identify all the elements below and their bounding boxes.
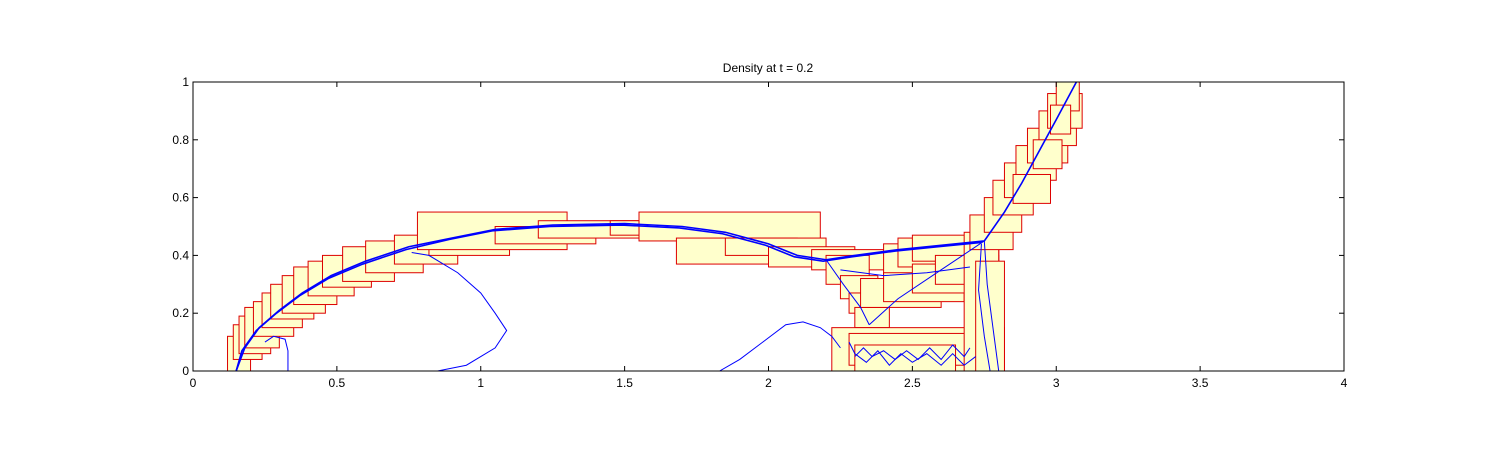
contour-line — [983, 240, 1000, 371]
x-axis: 0 0.5 1 1.5 2 2.5 3 3.5 4 — [190, 82, 1348, 390]
x-tick-label: 0.5 — [329, 376, 346, 390]
x-tick-label: 4 — [1341, 376, 1348, 390]
x-tick-label: 2.5 — [904, 376, 921, 390]
y-tick-label: 1 — [182, 75, 189, 89]
contour-line — [264, 335, 289, 371]
refinement-box — [1049, 104, 1072, 135]
y-tick-label: 0.8 — [172, 133, 189, 147]
contour-lines — [235, 82, 1078, 371]
y-tick-label: 0.2 — [172, 306, 189, 320]
refinement-box — [854, 344, 957, 371]
refinement-box — [1032, 139, 1063, 170]
contour-line — [978, 243, 991, 371]
refinement-box — [1012, 173, 1051, 204]
refinement-box — [975, 260, 1005, 371]
chart-title: Density at t = 0.2 — [723, 61, 814, 75]
contour-line — [854, 344, 971, 361]
contour-line — [719, 321, 841, 371]
x-tick-label: 0 — [190, 376, 197, 390]
refinement-box — [854, 306, 890, 329]
y-tick-label: 0.6 — [172, 191, 189, 205]
y-axis: 0 0.2 0.4 0.6 0.8 1 — [172, 75, 1344, 378]
contour-line — [411, 252, 508, 371]
x-tick-label: 1 — [477, 376, 484, 390]
contour-line — [235, 82, 1078, 371]
y-tick-label: 0 — [182, 364, 189, 378]
y-tick-label: 0.4 — [172, 248, 189, 262]
contour-line — [868, 240, 985, 326]
contour-line — [235, 224, 982, 371]
x-tick-label: 3 — [1053, 376, 1060, 390]
contour-line — [848, 341, 976, 366]
contour-line — [825, 259, 870, 325]
x-tick-label: 2 — [765, 376, 772, 390]
x-tick-label: 1.5 — [616, 376, 633, 390]
x-tick-label: 3.5 — [1192, 376, 1209, 390]
contour-line — [840, 266, 970, 277]
